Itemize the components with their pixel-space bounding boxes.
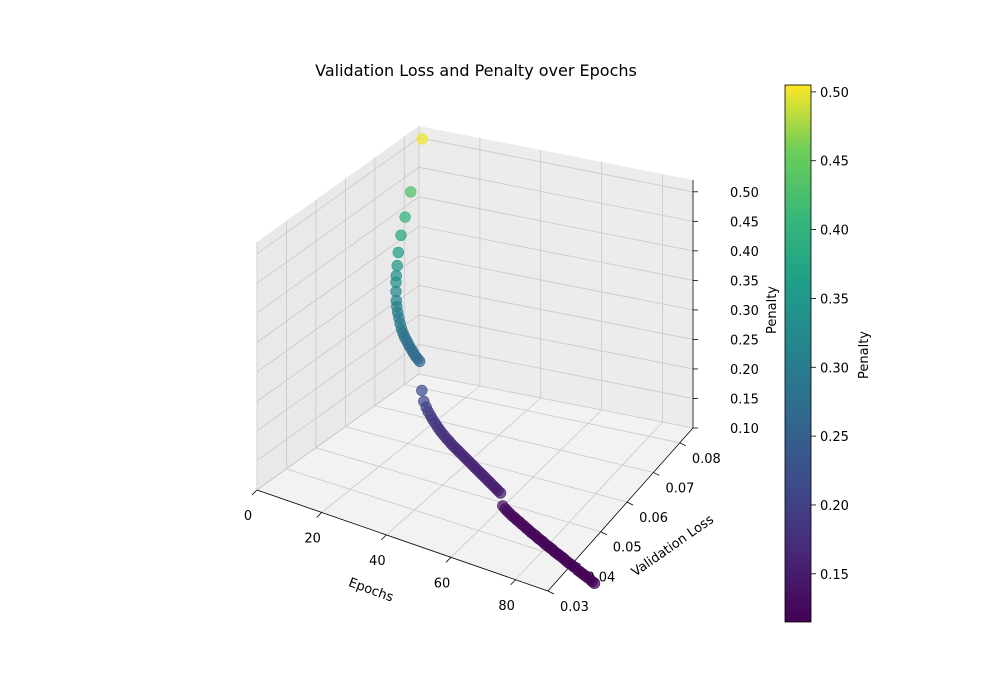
colorbar-tick-label: 0.45 (820, 155, 849, 170)
x-tick-label: 20 (304, 531, 321, 546)
x-tick-label: 40 (369, 554, 386, 569)
y-tick-label: 0.05 (613, 541, 642, 556)
y-tick-label: 0.08 (692, 452, 721, 467)
x-tick-label: 60 (434, 576, 451, 591)
data-point (416, 384, 428, 397)
y-grid-floor (315, 447, 601, 533)
z-tick-label: 0.10 (730, 422, 759, 437)
x-grid-floor (386, 397, 542, 536)
colorbar-tick-label: 0.40 (820, 224, 849, 239)
z-tick-label: 0.25 (730, 333, 759, 348)
colorbar-tick-label: 0.50 (820, 86, 849, 101)
grid-lines (256, 126, 694, 592)
z-tick-label: 0.50 (730, 186, 759, 201)
data-point (391, 259, 403, 272)
y-tick-mark (600, 531, 607, 536)
y-tick-mark (653, 472, 660, 476)
y-tick-mark (679, 442, 686, 447)
y-tick-mark (626, 501, 634, 506)
y-grid-floor (404, 384, 680, 444)
y-tick-label: 0.06 (639, 511, 668, 526)
colorbar-tick-label: 0.25 (820, 430, 849, 445)
x-tick-label: 0 (244, 509, 252, 524)
data-point (392, 246, 404, 259)
x-tick-label: 80 (498, 599, 515, 614)
y-tick-mark (547, 590, 555, 595)
z-axis-label: Penalty (765, 286, 780, 334)
z-tick-label: 0.20 (730, 363, 759, 378)
y-tick-label: 0.03 (560, 600, 589, 615)
y-grid-floor (374, 405, 654, 473)
z-tick-label: 0.15 (730, 392, 759, 407)
x-tick-mark (445, 557, 452, 563)
x-grid-floor (515, 421, 663, 581)
z-tick-label: 0.40 (730, 245, 759, 260)
data-point (416, 133, 428, 145)
x-grid-floor (450, 409, 602, 558)
chart-title: Validation Loss and Penalty over Epochs (315, 61, 637, 80)
axis-panes (257, 126, 693, 591)
y-tick-label: 0.07 (665, 481, 694, 496)
left-wall-pane (257, 126, 419, 490)
y-grid-floor (345, 426, 628, 503)
z-grid-line (256, 255, 694, 373)
z-grid-line (256, 314, 694, 432)
z-grid-line (256, 225, 694, 343)
z-grid-line (256, 166, 694, 284)
colorbar-tick-label: 0.15 (820, 568, 849, 583)
colorbar: 0.15 0.20 0.25 0.30 0.35 0.40 0.45 0.50 (784, 84, 849, 623)
back-wall-pane (419, 126, 693, 428)
z-grid-line (256, 285, 694, 402)
data-point (390, 269, 402, 282)
z-tick-label: 0.30 (730, 304, 759, 319)
data-point (399, 211, 411, 223)
data-point (405, 186, 417, 198)
colorbar-tick-label: 0.30 (820, 361, 849, 376)
data-point (418, 395, 430, 408)
z-tick-label: 0.35 (730, 274, 759, 289)
x-tick-mark (510, 579, 516, 586)
x-axis-label: Epochs (346, 575, 395, 605)
floor-pane (257, 374, 693, 591)
z-grid-line (256, 344, 694, 461)
colorbar-label: Penalty (857, 331, 872, 379)
x-tick-mark (316, 512, 322, 518)
x-tick-mark (251, 489, 258, 496)
y-grid-floor (286, 468, 575, 562)
data-point (395, 229, 407, 242)
z-grid-line (256, 373, 694, 491)
z-tick-label: 0.45 (730, 215, 759, 230)
x-axis-line (256, 489, 549, 592)
data-point (497, 500, 509, 512)
data-points (390, 133, 601, 589)
z-grid-line (256, 196, 694, 314)
colorbar-gradient (784, 84, 812, 623)
colorbar-tick-label: 0.35 (820, 292, 849, 307)
x-grid-floor (321, 385, 481, 513)
colorbar-tick-label: 0.20 (820, 499, 849, 514)
x-tick-mark (381, 534, 387, 541)
